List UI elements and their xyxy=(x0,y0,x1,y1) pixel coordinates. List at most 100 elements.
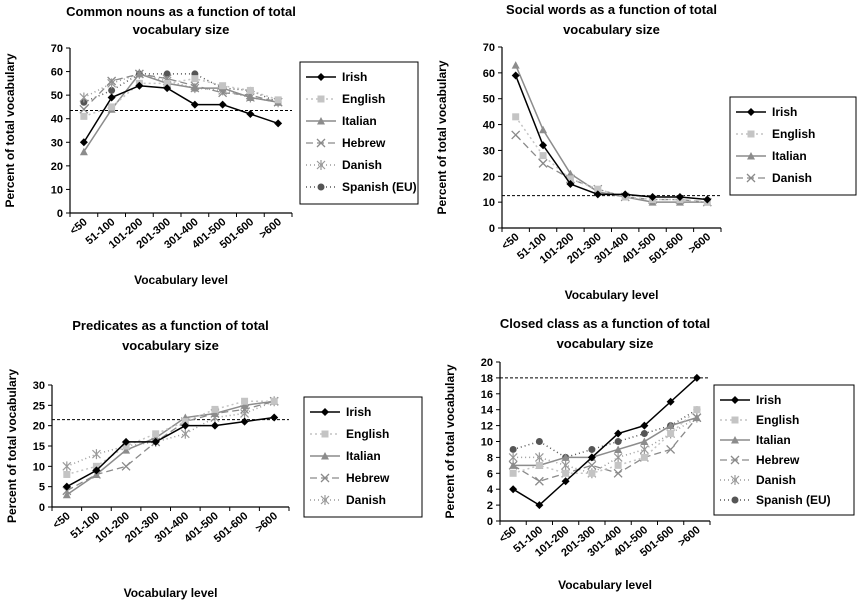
series-line xyxy=(515,116,708,203)
data-point xyxy=(539,141,548,150)
data-point xyxy=(107,76,117,86)
data-point xyxy=(594,185,602,193)
x-tick-label: <50 xyxy=(68,216,90,237)
series-line xyxy=(512,377,698,507)
legend-entry: English xyxy=(342,92,385,106)
data-point xyxy=(648,192,657,201)
series-line xyxy=(513,416,698,467)
data-point xyxy=(640,437,649,445)
legend-entry: Danish xyxy=(772,171,812,185)
data-point xyxy=(274,96,282,104)
chart-1-title-line-1: Common nouns as a function of total xyxy=(66,4,296,19)
data-point xyxy=(274,119,283,128)
data-point xyxy=(675,192,684,201)
chart-2-title-line-1: Social words as a function of total xyxy=(506,2,717,17)
chart-2-y-axis-label: Percent of total vocabulary xyxy=(435,60,449,214)
data-point xyxy=(107,78,117,89)
data-point xyxy=(621,190,630,199)
legend-entry: English xyxy=(346,427,389,441)
legend-marker xyxy=(321,408,329,416)
legend-entry: Danish xyxy=(346,493,386,507)
y-tick-label: 8 xyxy=(487,452,493,464)
data-point xyxy=(240,417,249,426)
data-point xyxy=(190,100,199,109)
data-point xyxy=(246,93,255,101)
data-point xyxy=(613,468,623,478)
series-irish xyxy=(509,373,701,510)
legend-entry: Irish xyxy=(346,405,371,419)
legend-marker xyxy=(731,396,739,404)
series-english xyxy=(63,397,278,478)
data-point xyxy=(152,430,160,438)
data-point xyxy=(122,442,130,450)
y-tick-label: 70 xyxy=(51,43,63,55)
data-point xyxy=(108,86,116,94)
series-italian xyxy=(511,61,712,206)
data-point xyxy=(180,428,190,439)
series-line xyxy=(66,416,275,488)
data-point xyxy=(135,81,144,90)
data-point xyxy=(122,446,131,454)
data-point xyxy=(593,190,602,199)
data-point xyxy=(703,195,712,204)
data-point xyxy=(535,461,543,469)
legend-marker xyxy=(746,173,756,183)
data-point xyxy=(566,175,574,183)
y-tick-label: 15 xyxy=(33,441,45,453)
data-point xyxy=(511,130,521,140)
chart-2: Social words as a function of total vocab… xyxy=(435,2,857,302)
y-tick-label: 30 xyxy=(483,145,495,157)
x-tick-label: >600 xyxy=(253,510,280,535)
data-point xyxy=(509,445,517,453)
legend-marker xyxy=(731,496,739,504)
series-line xyxy=(66,400,275,496)
chart-3-x-axis-label: Vocabulary level xyxy=(124,586,218,600)
chart-4: Closed class as a function of total vocab… xyxy=(443,316,855,592)
y-tick-label: 60 xyxy=(483,68,495,80)
data-point xyxy=(509,461,518,469)
y-tick-label: 0 xyxy=(39,502,45,514)
series-line xyxy=(83,73,279,103)
data-point xyxy=(539,125,548,134)
series-line xyxy=(83,73,279,110)
data-point xyxy=(122,437,131,446)
y-tick-label: 5 xyxy=(39,482,45,494)
data-point xyxy=(62,482,71,491)
data-point xyxy=(121,461,131,471)
data-point xyxy=(108,103,116,111)
data-point xyxy=(107,93,116,102)
legend-marker xyxy=(747,152,755,160)
data-point xyxy=(693,406,701,414)
series-italian xyxy=(509,413,701,469)
legend-entry: Italian xyxy=(342,114,377,128)
data-point xyxy=(639,444,649,455)
x-tick-label: <50 xyxy=(51,510,73,531)
data-point xyxy=(666,397,675,406)
y-tick-label: 20 xyxy=(483,171,495,183)
data-point xyxy=(210,409,219,417)
data-point xyxy=(163,84,172,93)
chart-2-x-axis-label: Vocabulary level xyxy=(565,288,659,302)
y-tick-label: 10 xyxy=(481,437,493,449)
series-line xyxy=(66,400,275,492)
data-point xyxy=(92,462,100,470)
legend-marker xyxy=(321,430,329,438)
data-point xyxy=(539,152,547,160)
data-point xyxy=(511,71,520,80)
y-tick-label: 4 xyxy=(487,484,494,496)
data-point xyxy=(613,452,623,463)
data-point xyxy=(246,86,254,94)
chart-1-y-axis-label: Percent of total vocabulary xyxy=(3,53,17,207)
y-tick-label: 10 xyxy=(51,184,63,196)
y-tick-label: 30 xyxy=(51,137,63,149)
legend-entry: Italian xyxy=(772,149,807,163)
data-point xyxy=(270,413,279,422)
data-point xyxy=(163,70,171,78)
data-point xyxy=(509,469,517,477)
data-point xyxy=(534,476,544,486)
legend-box xyxy=(299,61,419,205)
y-tick-label: 16 xyxy=(481,389,493,401)
data-point xyxy=(587,453,596,462)
data-point xyxy=(135,69,144,78)
